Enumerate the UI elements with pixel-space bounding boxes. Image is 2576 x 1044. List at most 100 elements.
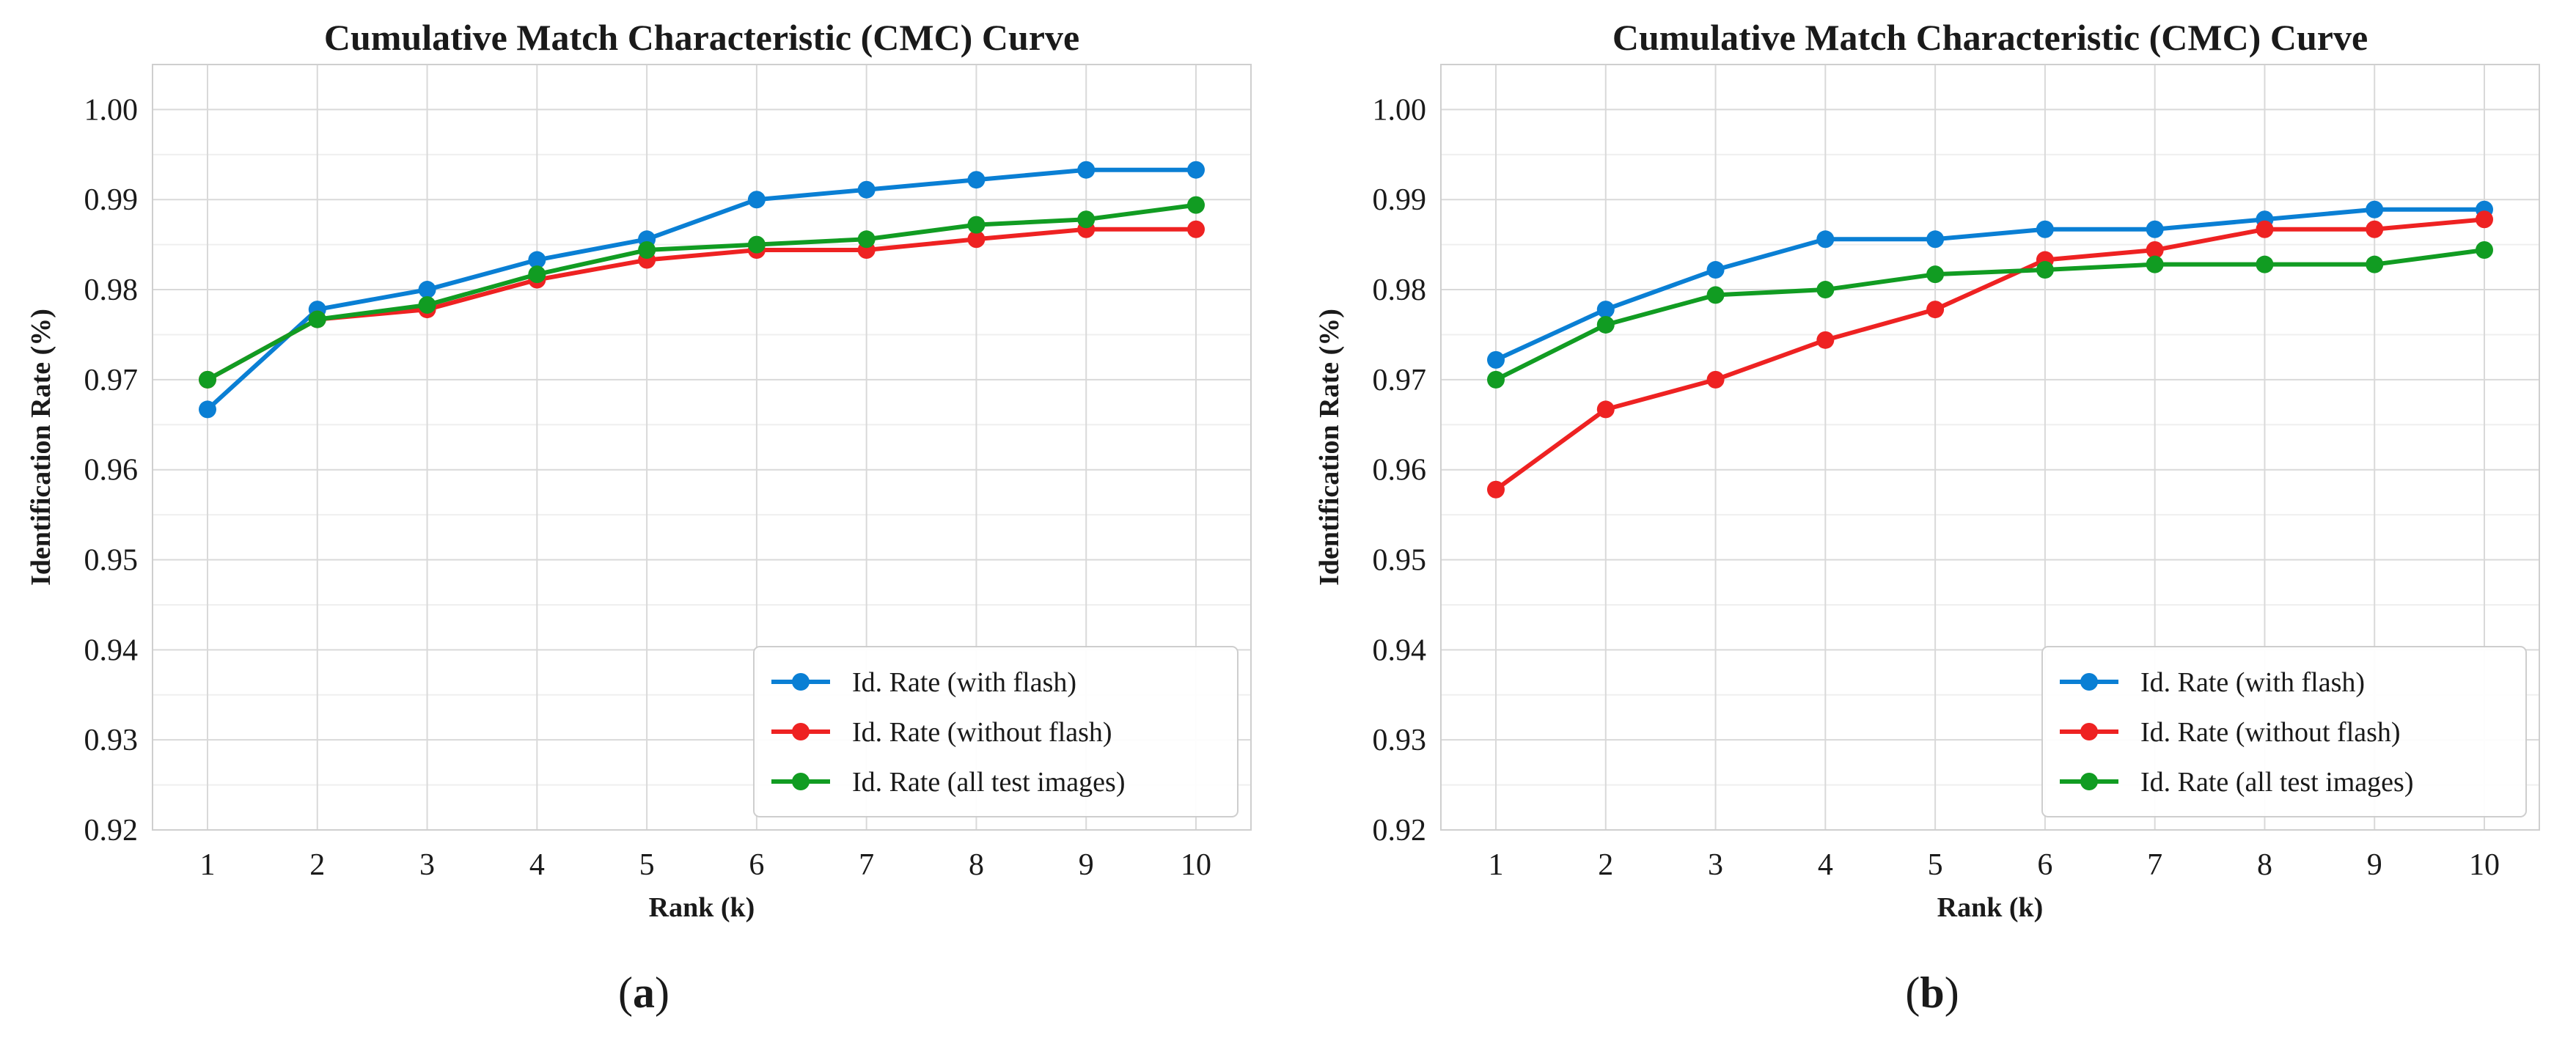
panel-b-y-tick-label: 0.92 bbox=[1373, 814, 1427, 848]
panel-b-chart-title: Cumulative Match Characteristic (CMC) Cu… bbox=[1612, 17, 2368, 58]
chart-panel-b: 0.92 0.93 0.94 0.95 0.96 0.97 0.98 0.99 1.00 1 2 3 4… bbox=[1288, 0, 2576, 1044]
panel-a-series-line-all-test-images bbox=[205, 202, 1198, 382]
panel-a-y-tick-label: 0.96 bbox=[84, 454, 139, 488]
panel-b-legend-label: Id. Rate (with flash) bbox=[2140, 667, 2365, 698]
panel-b-data-point-with-flash bbox=[2036, 220, 2054, 238]
panel-b-data-point-with-flash bbox=[2366, 200, 2384, 218]
panel-b-data-point-without-flash bbox=[1706, 370, 1725, 389]
panel-b-y-tick-label: 0.94 bbox=[1373, 633, 1427, 667]
panel-b-x-tick-label: 2 bbox=[1598, 848, 1613, 882]
panel-a-x-tick-label: 10 bbox=[1181, 848, 1211, 882]
panel-a-data-point-with-flash bbox=[1187, 161, 1205, 179]
panel-b-x-tick-label: 10 bbox=[2469, 848, 2500, 882]
panel-b-series-line-with-flash bbox=[1494, 207, 2487, 362]
panel-b-data-point-all-test-images bbox=[2476, 241, 2493, 260]
caption-b-close: ) bbox=[1944, 968, 1959, 1017]
panel-b-data-point-all-test-images bbox=[2146, 255, 2164, 273]
panel-a-legend-marker-with-flash bbox=[792, 673, 810, 691]
panel-b-data-point-all-test-images bbox=[1706, 286, 1725, 304]
chart-panel-a: 0.92 0.93 0.94 0.95 0.96 0.97 0.98 0.99 1.00 1 2 3 4… bbox=[0, 17, 1288, 1018]
panel-a-legend-label: Id. Rate (all test images) bbox=[852, 767, 1126, 798]
panel-b-data-point-with-flash bbox=[1596, 301, 1615, 319]
cmc-chart-b: 0.92 0.93 0.94 0.95 0.96 0.97 0.98 0.99 1.00 1 2 3 4… bbox=[1314, 17, 2540, 923]
panel-b-y-tick-label: 0.99 bbox=[1373, 183, 1427, 217]
panel-a-data-point-with-flash bbox=[967, 171, 986, 189]
panel-b-x-tick-label: 6 bbox=[2037, 848, 2052, 882]
caption-b-open: ( bbox=[1905, 968, 1920, 1017]
panel-b-data-point-without-flash bbox=[1816, 331, 1835, 349]
panel-a-data-point-with-flash bbox=[418, 281, 436, 299]
panel-a-data-point-with-flash bbox=[857, 180, 876, 199]
panel-a-y-tick-label: 0.97 bbox=[84, 364, 139, 397]
panel-b-legend-label: Id. Rate (without flash) bbox=[2140, 717, 2401, 748]
panel-b-x-tick-label: 9 bbox=[2367, 848, 2382, 882]
panel-b-y-tick-label: 0.93 bbox=[1373, 724, 1427, 757]
panel-a-data-point-with-flash bbox=[747, 191, 766, 209]
panel-a-y-tick-label: 0.98 bbox=[84, 273, 139, 307]
caption-a-letter: a bbox=[633, 968, 655, 1017]
panel-a-x-tick-label: 4 bbox=[529, 848, 545, 882]
panel-b-x-axis-label: Rank (k) bbox=[1937, 892, 2044, 923]
panel-a-legend-marker-all-test-images bbox=[792, 773, 810, 790]
panel-b-legend-marker-all-test-images bbox=[2080, 773, 2098, 790]
panel-b-y-tick-label: 1.00 bbox=[1373, 93, 1427, 127]
panel-b-legend-label: Id. Rate (all test images) bbox=[2140, 767, 2414, 798]
panel-a-chart-title: Cumulative Match Characteristic (CMC) Cu… bbox=[324, 17, 1079, 58]
panel-b-x-tick-label: 3 bbox=[1708, 848, 1723, 882]
panel-a-legend-marker-without-flash bbox=[792, 723, 810, 740]
panel-b-x-tick-label: 1 bbox=[1489, 848, 1504, 882]
panel-a-x-tick-label: 8 bbox=[969, 848, 984, 882]
panel-a-x-axis-label: Rank (k) bbox=[649, 892, 755, 923]
caption-a-open: ( bbox=[618, 968, 633, 1017]
panel-b-x-tick-label: 7 bbox=[2147, 848, 2162, 882]
panel-a-y-tick-label: 0.93 bbox=[84, 724, 139, 757]
panel-a-x-tick-label: 3 bbox=[419, 848, 435, 882]
panel-a-y-axis-label: Identification Rate (%) bbox=[26, 309, 56, 586]
panel-b-data-point-without-flash bbox=[2256, 220, 2274, 238]
panel-b-data-point-all-test-images bbox=[2036, 261, 2054, 279]
panel-a-plot-frame bbox=[152, 64, 1252, 831]
panel-b-y-axis-label: Identification Rate (%) bbox=[1314, 309, 1345, 586]
panel-b-legend-marker-with-flash bbox=[2080, 673, 2098, 691]
panel-b-y-tick-label: 0.96 bbox=[1373, 454, 1427, 488]
panel-a-x-tick-label: 1 bbox=[200, 848, 216, 882]
caption-a: (a) bbox=[0, 968, 1288, 1018]
panel-b-data-point-with-flash bbox=[1487, 350, 1505, 369]
panel-a-data-point-all-test-images bbox=[199, 370, 216, 389]
panel-b-data-point-all-test-images bbox=[1596, 315, 1615, 334]
panel-a-legend-label: Id. Rate (with flash) bbox=[852, 667, 1076, 698]
panel-a-data-point-all-test-images bbox=[1187, 196, 1205, 214]
panel-a-x-tick-label: 7 bbox=[859, 848, 874, 882]
panel-a-legend-box bbox=[753, 646, 1239, 817]
panel-a-data-point-all-test-images bbox=[528, 265, 546, 284]
panel-b-data-point-without-flash bbox=[2146, 241, 2164, 260]
caption-a-close: ) bbox=[655, 968, 669, 1017]
panel-b-legend-marker-without-flash bbox=[2080, 723, 2098, 740]
panel-b-data-point-with-flash bbox=[2146, 220, 2164, 238]
panel-a-y-tick-label: 0.92 bbox=[84, 814, 139, 848]
panel-b-y-tick-label: 0.98 bbox=[1373, 273, 1427, 307]
panel-a-x-tick-label: 9 bbox=[1079, 848, 1094, 882]
panel-a-y-tick-label: 1.00 bbox=[84, 93, 139, 127]
panel-b-series-line-all-test-images bbox=[1494, 248, 2487, 382]
panel-b-y-tick-label: 0.95 bbox=[1373, 544, 1427, 578]
panel-a-data-point-with-flash bbox=[1077, 161, 1096, 179]
panel-b-y-tick-label: 0.97 bbox=[1373, 364, 1427, 397]
panel-b-data-point-with-flash bbox=[1816, 230, 1835, 249]
panel-a-series-line-with-flash bbox=[205, 167, 1198, 412]
panel-a-data-point-with-flash bbox=[528, 251, 546, 269]
panel-b-data-point-all-test-images bbox=[1926, 265, 1945, 284]
panel-a-data-point-all-test-images bbox=[747, 235, 766, 254]
panel-a-data-point-without-flash bbox=[1187, 220, 1205, 238]
panel-b-data-point-without-flash bbox=[1487, 480, 1505, 499]
panel-a-series-line-without-flash bbox=[205, 227, 1198, 382]
panel-b-data-point-without-flash bbox=[1596, 400, 1615, 419]
panel-a-data-point-with-flash bbox=[199, 400, 216, 419]
panel-b-data-point-all-test-images bbox=[1487, 370, 1505, 389]
panel-b-data-point-with-flash bbox=[1706, 261, 1725, 279]
panel-b-data-point-without-flash bbox=[2366, 220, 2384, 238]
panel-a-data-point-all-test-images bbox=[418, 295, 436, 314]
panel-a-x-tick-label: 2 bbox=[309, 848, 325, 882]
panel-a-data-point-all-test-images bbox=[308, 310, 326, 328]
panel-a-data-point-all-test-images bbox=[1077, 210, 1096, 229]
